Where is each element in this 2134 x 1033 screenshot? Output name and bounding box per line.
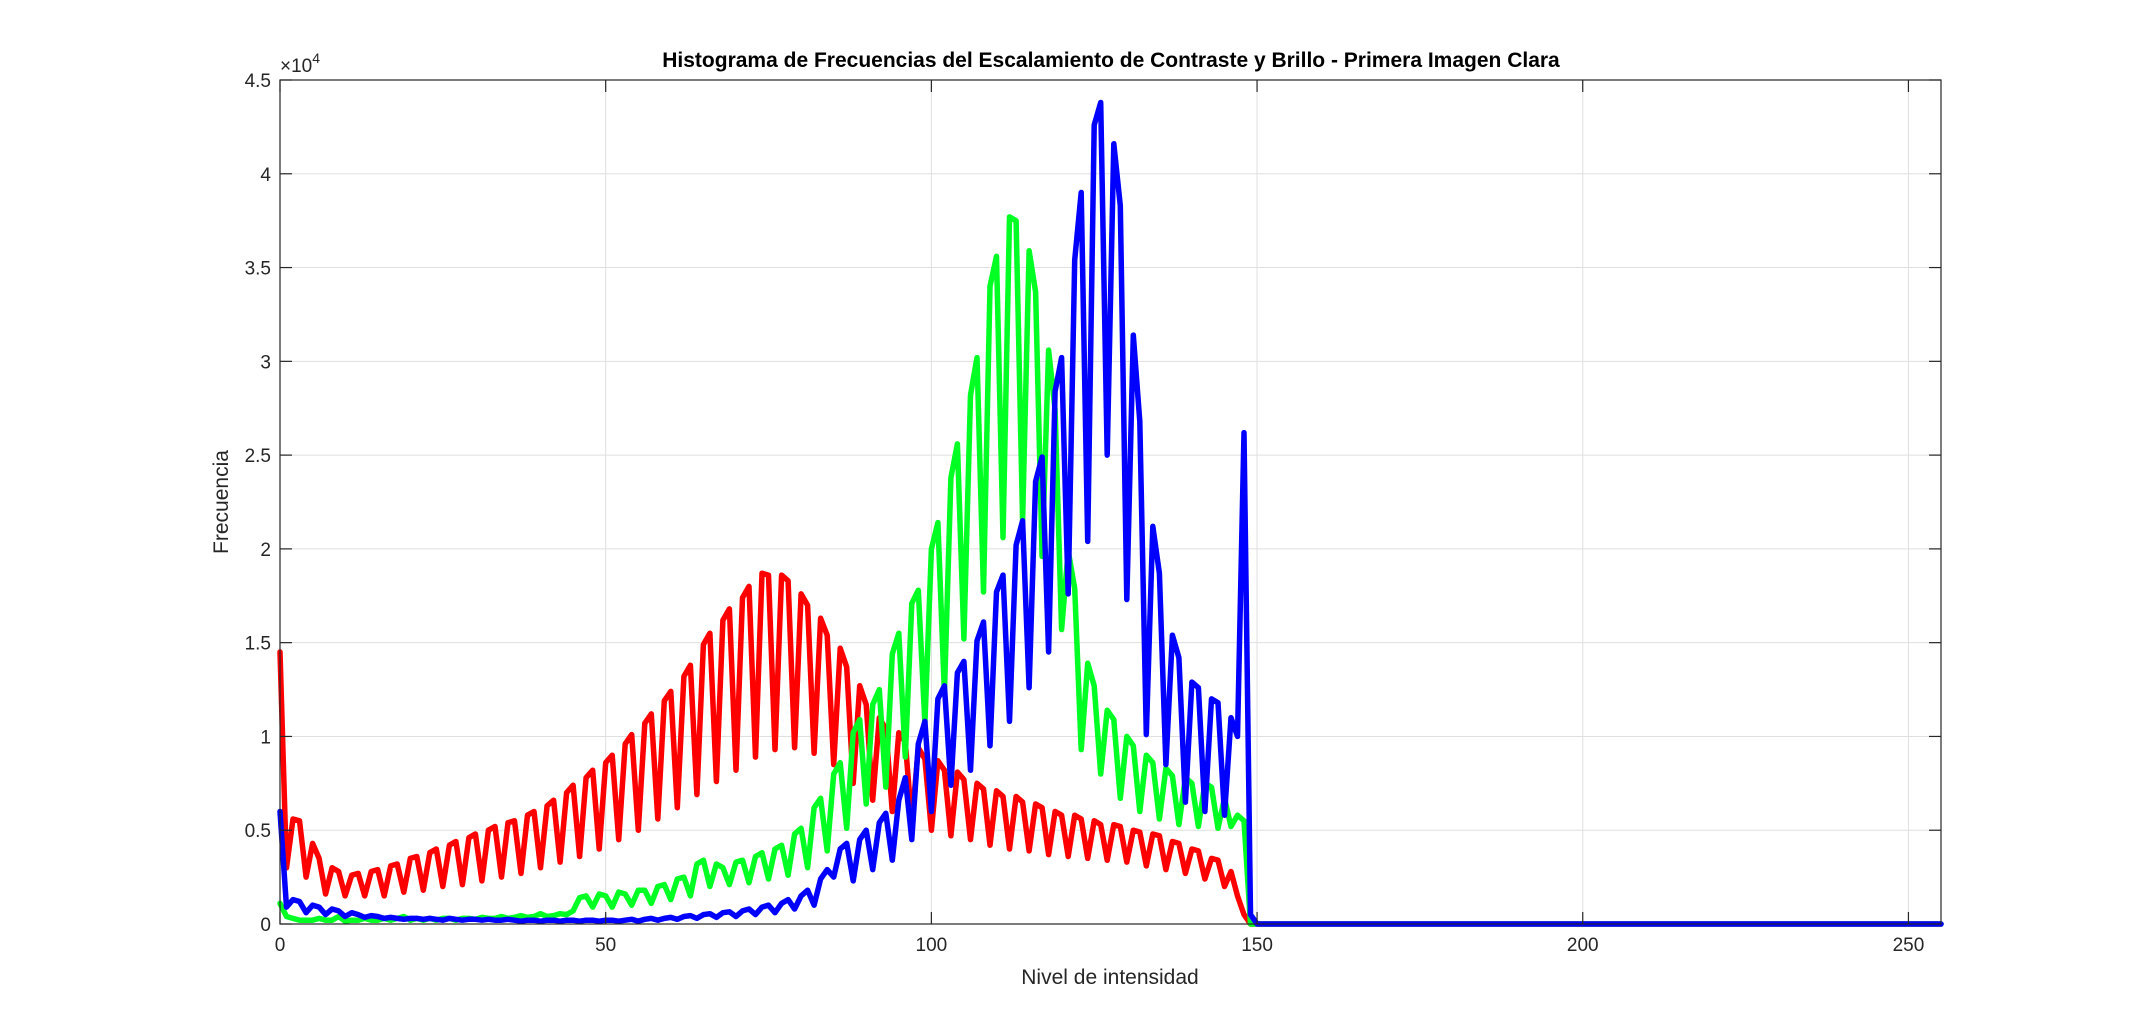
y-tick-label: 1.5 <box>245 634 271 655</box>
series-lines <box>277 99 1944 927</box>
y-tick-label: 4.5 <box>245 71 271 92</box>
series-line-1 <box>277 570 1944 927</box>
y-tick-label: 0 <box>260 915 271 936</box>
x-tick-label: 150 <box>1241 935 1273 956</box>
y-axis-exponent-power: 4 <box>312 50 320 66</box>
x-axis-label: Nivel de intensidad <box>1021 966 1198 989</box>
y-tick-label: 2 <box>260 540 271 561</box>
x-tick-label: 50 <box>595 935 616 956</box>
x-tick-label: 200 <box>1567 935 1599 956</box>
x-axis-ticks: 0 50 100 150 200 250 <box>275 80 1925 956</box>
plot-area-frame <box>279 79 1942 925</box>
x-tick-label: 100 <box>916 935 948 956</box>
x-tick-label: 250 <box>1893 935 1925 956</box>
chart-title: Histograma de Frecuencias del Escalamien… <box>662 49 1560 72</box>
y-tick-label: 4 <box>260 165 271 186</box>
y-axis-ticks: 0 0.5 1 1.5 2 2.5 3 3.5 4 4.5 <box>245 71 1941 936</box>
series-line-3 <box>277 99 1944 927</box>
y-axis-exponent: ×104 <box>280 50 320 77</box>
y-tick-label: 2.5 <box>245 446 271 467</box>
y-axis-exponent-base: ×10 <box>280 56 312 77</box>
y-tick-label: 1 <box>260 727 271 748</box>
y-tick-label: 0.5 <box>245 821 271 842</box>
y-tick-label: 3 <box>260 352 271 373</box>
y-axis-label: Frecuencia <box>210 450 233 554</box>
y-tick-label: 3.5 <box>245 259 271 280</box>
x-tick-label: 0 <box>275 935 286 956</box>
